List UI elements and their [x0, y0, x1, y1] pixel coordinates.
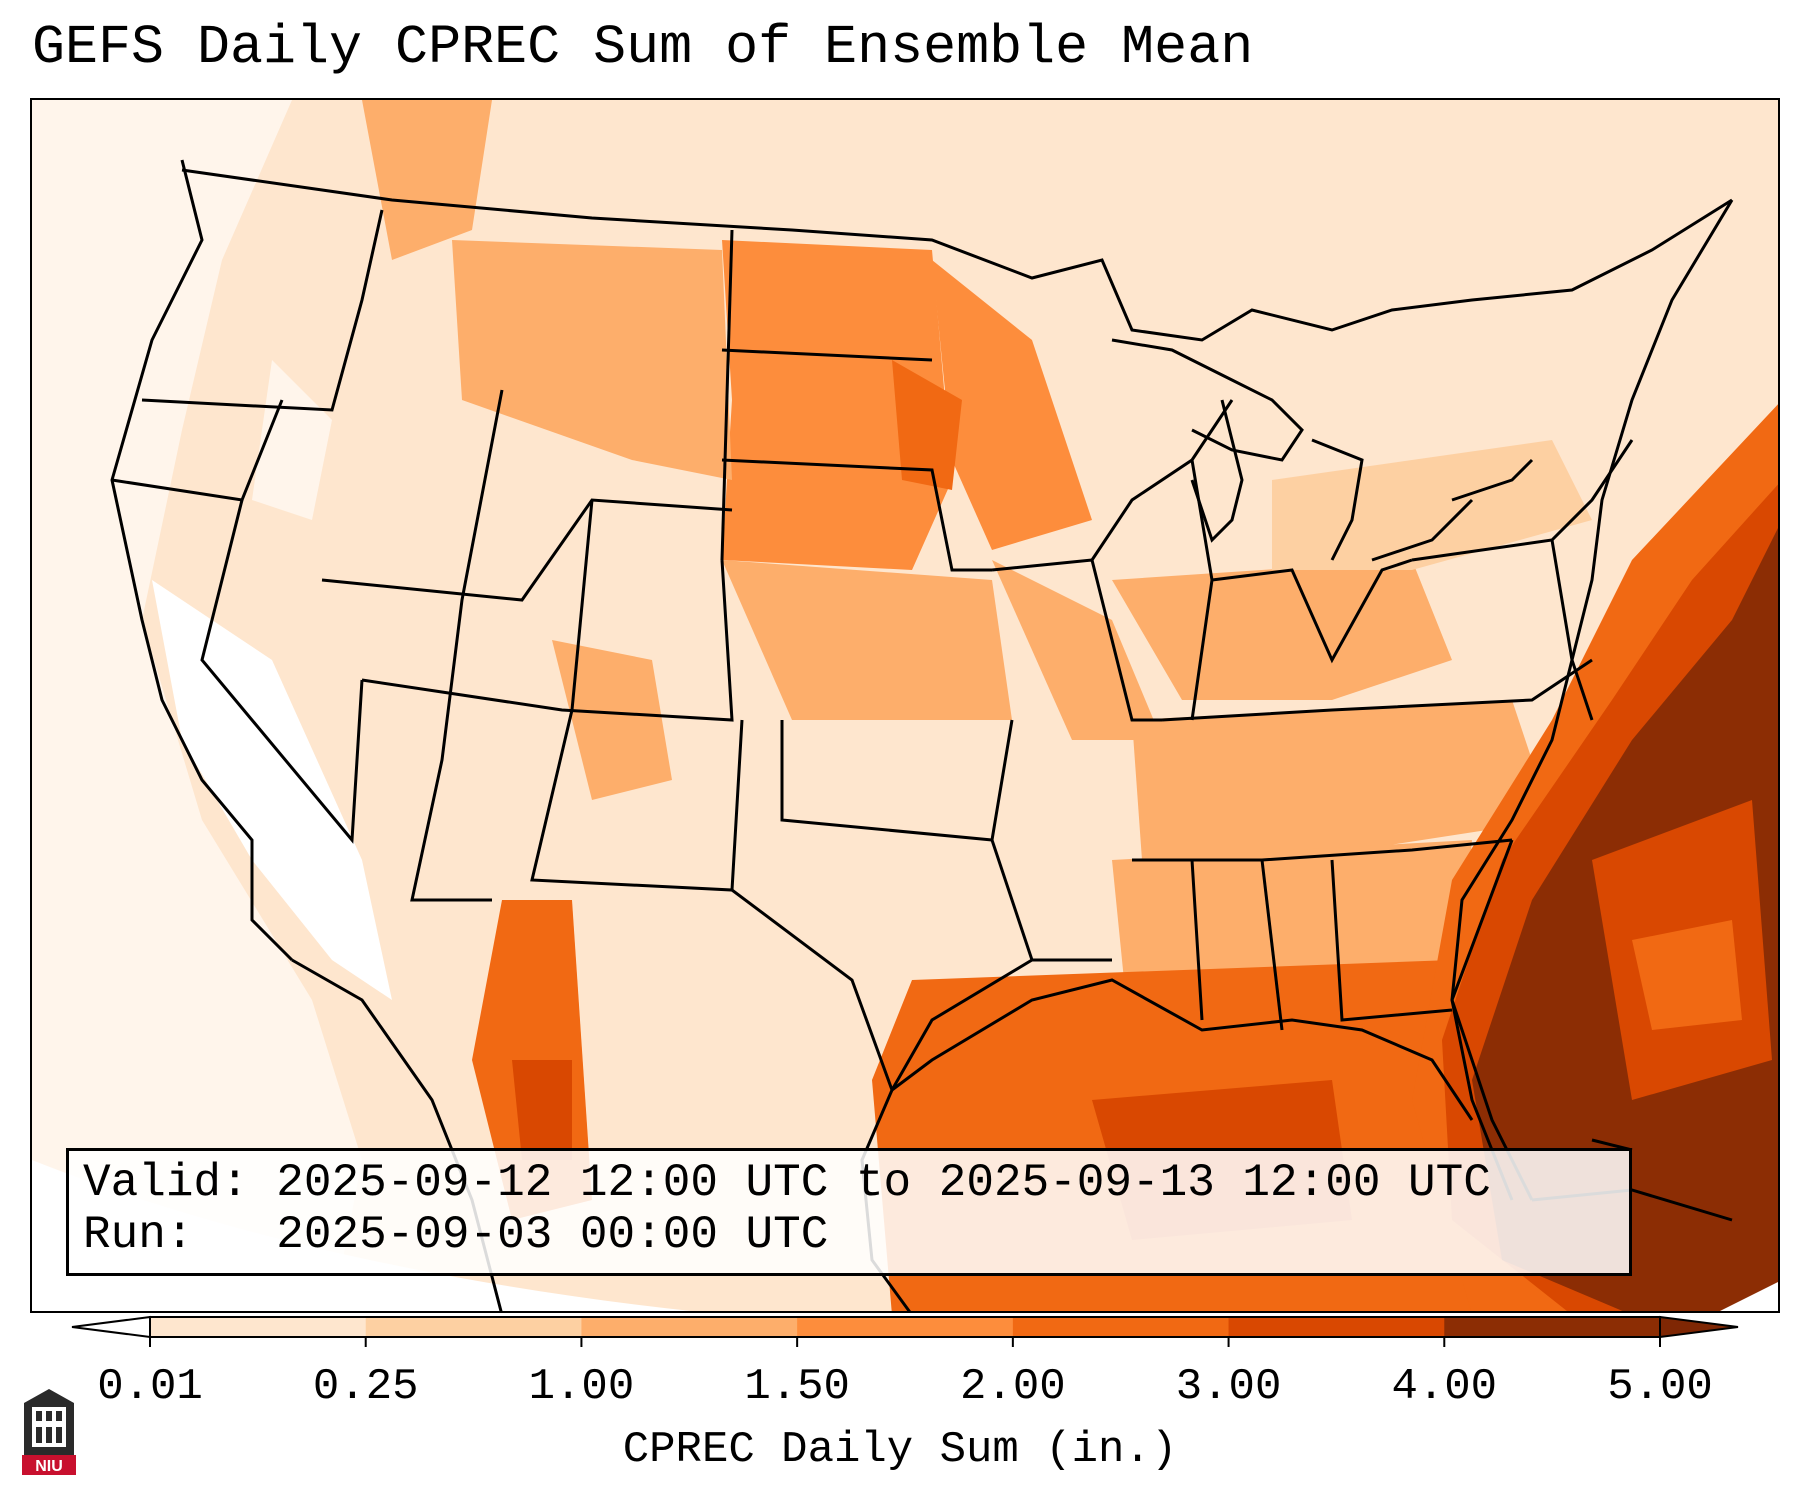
field-montana — [452, 240, 732, 480]
proj-edge-bottom-right — [1720, 1282, 1778, 1311]
colorbar-segment — [797, 1317, 1014, 1337]
map-panel — [30, 98, 1780, 1313]
colorbar-tick-label: 3.00 — [1175, 1362, 1282, 1412]
colorbar-tick-label: 1.50 — [744, 1362, 850, 1412]
colorbar-segment — [1012, 1317, 1230, 1337]
colorbar-segment — [1228, 1317, 1445, 1337]
field-patch — [992, 560, 1162, 740]
colorbar-outline — [149, 1316, 1661, 1338]
niu-logo: NIU — [22, 1389, 76, 1475]
field-patch — [512, 1060, 572, 1160]
chart-title: GEFS Daily CPREC Sum of Ensemble Mean — [32, 16, 1254, 79]
valid-range: 2025-09-12 12:00 UTC to 2025-09-13 12:00… — [276, 1157, 1491, 1209]
field-patch — [552, 640, 672, 800]
field-patch — [892, 360, 962, 490]
colorbar-segment — [581, 1317, 798, 1337]
field-patch — [1272, 440, 1592, 570]
colorbar-tick-label: 2.00 — [960, 1362, 1066, 1412]
field-patch — [1632, 920, 1742, 1030]
field-patch — [252, 360, 332, 520]
valid-label: Valid: — [83, 1157, 249, 1209]
precip-map — [32, 100, 1778, 1311]
field-patch — [362, 100, 492, 260]
field-dakotas — [722, 240, 952, 570]
colorbar-tick-label: 0.25 — [312, 1362, 419, 1412]
valid-run-box: Valid: 2025-09-12 12:00 UTC to 2025-09-1… — [66, 1148, 1632, 1276]
run-time: 2025-09-03 00:00 UTC — [276, 1209, 829, 1261]
field-tennessee — [1132, 700, 1552, 860]
field-california-white — [152, 580, 392, 1000]
colorbar-tick-label: 4.00 — [1391, 1362, 1498, 1412]
colorbar-segment — [150, 1317, 367, 1337]
field-west-pale — [32, 100, 362, 1311]
colorbar-tick-label: 0.01 — [97, 1362, 203, 1412]
colorbar-tick-label: 1.00 — [528, 1362, 635, 1412]
colorbar-over-arrow — [1659, 1315, 1739, 1339]
field-minnesota — [932, 260, 1092, 550]
political-boundaries — [110, 159, 1734, 1311]
svg-text:NIU: NIU — [35, 1458, 63, 1475]
run-label: Run: — [83, 1209, 194, 1261]
colorbar-under-arrow — [71, 1315, 151, 1339]
colorbar-segment — [1444, 1317, 1661, 1337]
field-kansas — [722, 560, 1012, 720]
colorbar-title: CPREC Daily Sum (in.) — [622, 1425, 1178, 1475]
colorbar-tick-label: 5.00 — [1607, 1362, 1713, 1412]
colorbar-segment — [365, 1317, 582, 1337]
